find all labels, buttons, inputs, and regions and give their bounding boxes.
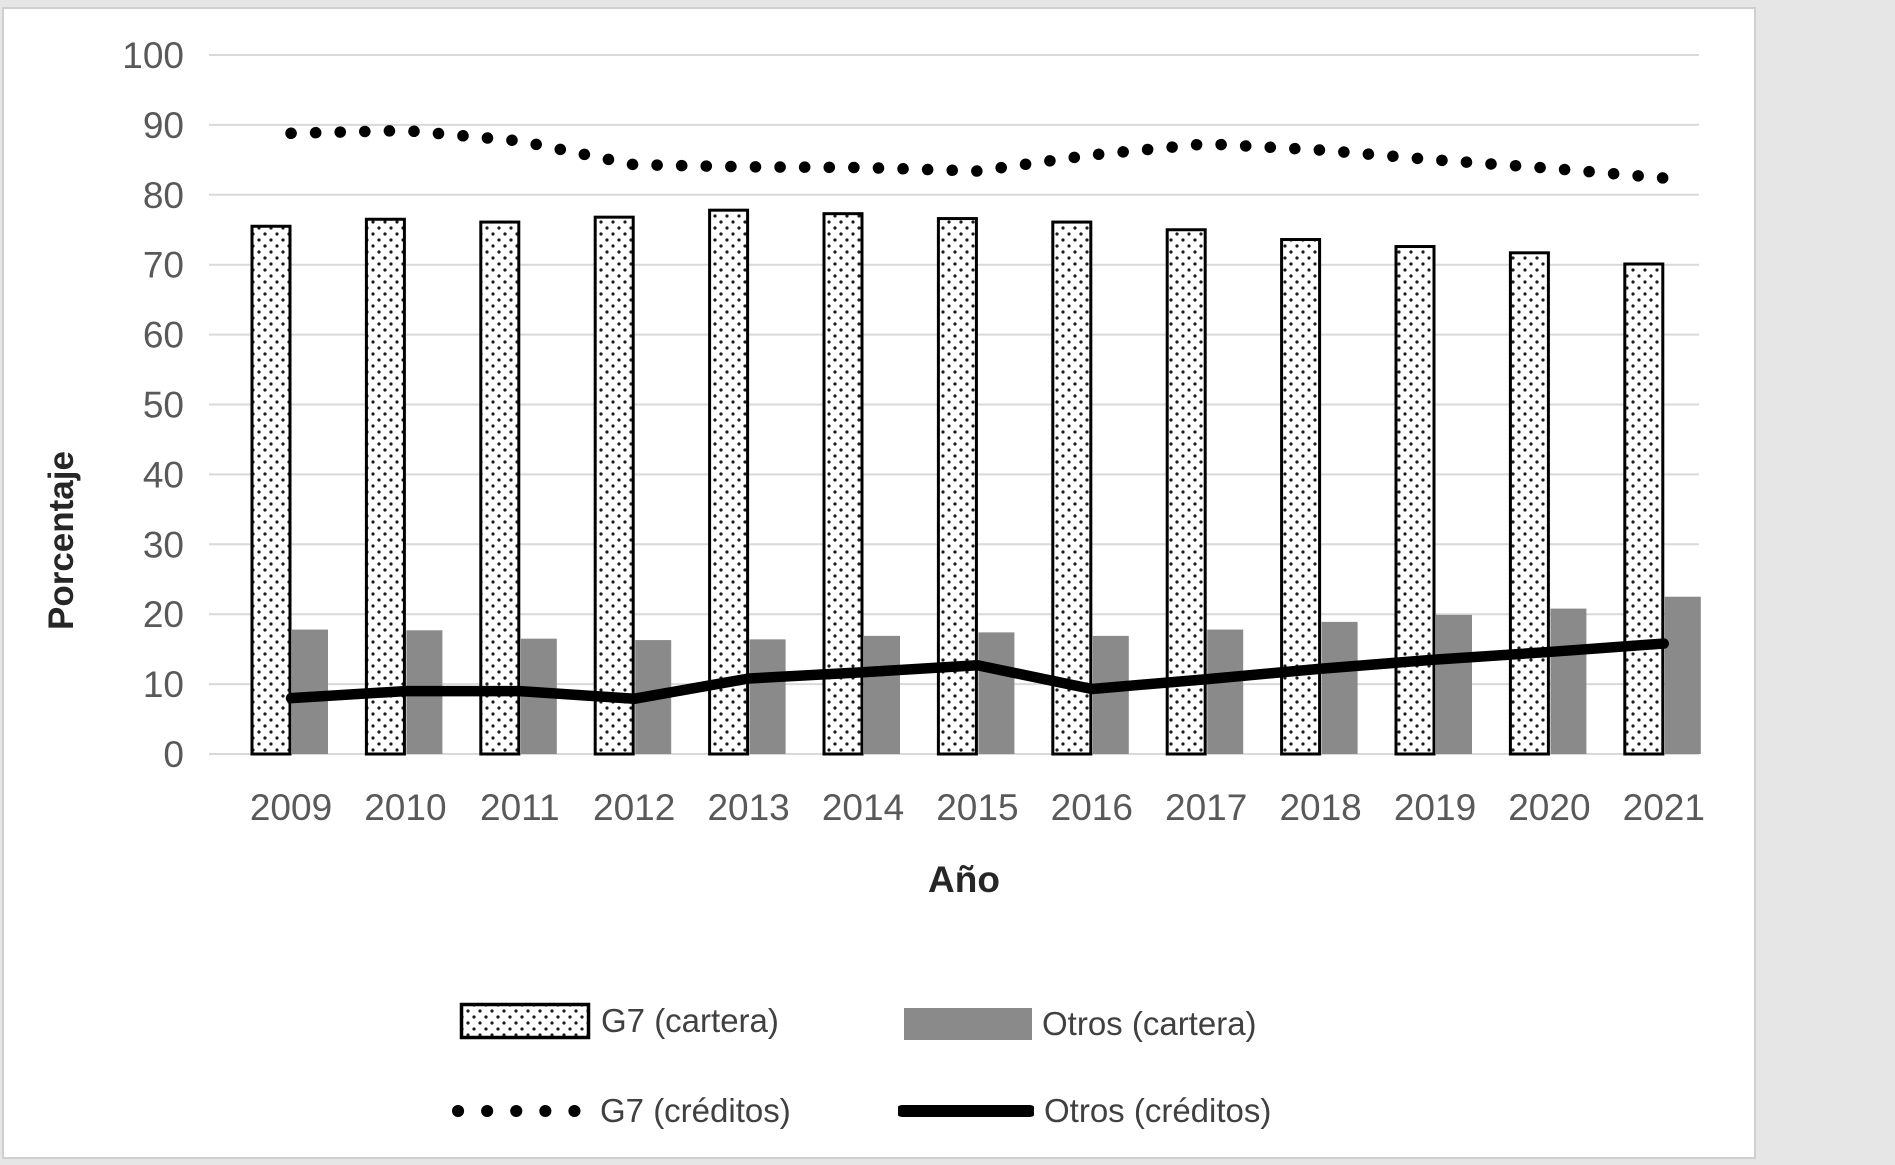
x-tick-label-2018: 2018 xyxy=(1279,787,1361,828)
legend-item-otros-creditos: Otros (créditos) xyxy=(898,1089,1271,1133)
legend-row-1: G7 (cartera) Otros (cartera) xyxy=(4,1002,1754,1046)
g7-cartera-swatch-icon xyxy=(459,1002,591,1040)
x-tick-label-2021: 2021 xyxy=(1623,787,1705,828)
y-tick-label-70: 70 xyxy=(143,245,184,286)
bar-otros-cartera-2014 xyxy=(864,635,900,754)
legend-item-otros-cartera: Otros (cartera) xyxy=(904,1005,1257,1043)
legend-item-g7-cartera: G7 (cartera) xyxy=(459,1002,779,1040)
otros-creditos-swatch-icon xyxy=(898,1105,1034,1117)
bar-otros-cartera-2017 xyxy=(1207,629,1244,754)
x-tick-label-2011: 2011 xyxy=(480,787,560,828)
bar-g7-cartera-2017 xyxy=(1165,228,1207,756)
line-otros-creditos xyxy=(285,638,1670,705)
bar-otros-cartera-2015 xyxy=(978,632,1015,754)
x-tick-label-2012: 2012 xyxy=(593,787,675,828)
x-tick-label-2017: 2017 xyxy=(1165,787,1247,828)
bar-otros-cartera-2013 xyxy=(749,639,786,754)
legend-item-g7-creditos: G7 (créditos) xyxy=(450,1089,791,1133)
y-tick-label-100: 100 xyxy=(122,35,184,76)
bar-otros-cartera-2016 xyxy=(1092,635,1129,754)
y-tick-label-90: 90 xyxy=(143,105,184,146)
plot-area: 0 10 20 30 40 50 60 70 80 90 100 2009 2010 2011 2012 20… xyxy=(122,35,1705,828)
legend-label-g7-cartera: G7 (cartera) xyxy=(601,1002,779,1039)
bar-otros-cartera-2018 xyxy=(1321,621,1358,754)
legend-label-otros-creditos: Otros (créditos) xyxy=(1044,1092,1272,1129)
x-tick-label-2010: 2010 xyxy=(364,787,446,828)
legend-label-otros-cartera: Otros (cartera) xyxy=(1042,1005,1257,1042)
x-tick-label-2014: 2014 xyxy=(822,787,904,828)
bar-g7-cartera-2021 xyxy=(1623,262,1665,756)
bar-g7-cartera-2011 xyxy=(479,220,521,756)
legend-row-2: G7 (créditos) Otros (créditos) xyxy=(4,1089,1754,1133)
bar-otros-cartera-2019 xyxy=(1436,614,1472,754)
y-tick-label-80: 80 xyxy=(143,175,184,216)
bar-g7-cartera-2020 xyxy=(1508,251,1550,756)
bar-g7-cartera-2016 xyxy=(1051,220,1093,756)
bar-g7-cartera-2015 xyxy=(936,217,978,756)
legend-label-g7-creditos: G7 (créditos) xyxy=(600,1092,791,1129)
chart-container: 0 10 20 30 40 50 60 70 80 90 100 2009 2010 2011 2012 20… xyxy=(2,7,1756,1159)
y-tick-label-50: 50 xyxy=(143,385,184,426)
y-tick-label-40: 40 xyxy=(143,454,184,495)
x-tick-label-2009: 2009 xyxy=(250,787,332,828)
x-tick-label-2019: 2019 xyxy=(1394,787,1476,828)
line-g7-creditos xyxy=(285,124,1670,184)
x-tick-label-2016: 2016 xyxy=(1051,787,1133,828)
x-tick-label-2015: 2015 xyxy=(936,787,1018,828)
bar-g7-cartera-2014 xyxy=(822,212,864,756)
bar-otros-cartera-2021 xyxy=(1664,596,1701,754)
bar-g7-cartera-2012 xyxy=(593,215,635,756)
x-tick-label-2020: 2020 xyxy=(1508,787,1590,828)
y-tick-label-60: 60 xyxy=(143,315,184,356)
bar-g7-cartera-2009 xyxy=(250,224,292,756)
otros-cartera-swatch-icon xyxy=(904,1008,1032,1040)
g7-creditos-swatch-icon xyxy=(452,1105,590,1117)
bar-otros-cartera-2020 xyxy=(1550,608,1587,754)
x-axis-title: Año xyxy=(928,859,1000,900)
y-tick-label-10: 10 xyxy=(143,664,184,705)
bar-g7-cartera-2019 xyxy=(1394,245,1436,756)
bar-g7-cartera-2010 xyxy=(364,217,406,756)
x-tick-label-2013: 2013 xyxy=(707,787,789,828)
bar-g7-cartera-2013 xyxy=(708,208,750,756)
y-tick-label-30: 30 xyxy=(143,524,184,565)
y-tick-label-20: 20 xyxy=(143,594,184,635)
y-tick-label-0: 0 xyxy=(163,734,184,775)
y-axis-title: Porcentaje xyxy=(42,451,81,631)
